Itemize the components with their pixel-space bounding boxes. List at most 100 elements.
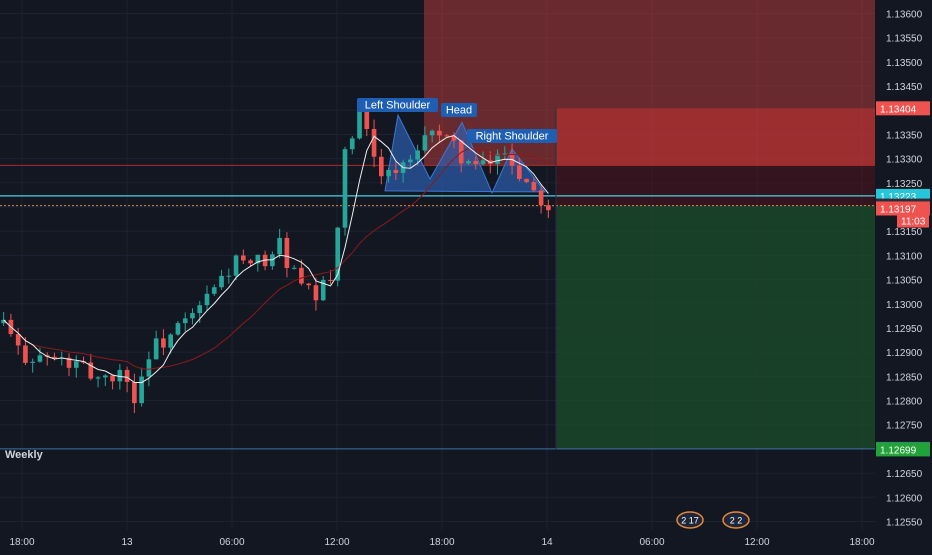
candle-body: [473, 161, 479, 165]
candles-layer: [1, 99, 551, 413]
y-tick-label: 1.12750: [886, 421, 923, 432]
x-tick-label: 12:00: [744, 537, 769, 548]
candle-body: [284, 237, 290, 268]
candle-body: [451, 135, 457, 141]
target-zone: [556, 205, 875, 450]
price-tag: 1.13404: [880, 104, 917, 115]
candle-body: [175, 323, 181, 335]
y-tick-label: 1.12950: [886, 324, 923, 335]
candle-body: [139, 376, 144, 404]
candle-body: [342, 149, 348, 228]
candle-body: [240, 255, 246, 261]
y-tick-label: 1.13300: [886, 155, 923, 166]
annotations-layer[interactable]: Left Shoulder Head Right Shoulder Weekly 2 1…: [5, 98, 750, 529]
candle-body: [248, 260, 253, 264]
y-tick-label: 1.13450: [886, 82, 923, 93]
candle-body: [37, 355, 43, 362]
event-badge-icon[interactable]: [676, 511, 704, 529]
y-tick-label: 1.12900: [886, 348, 923, 359]
left-shoulder-label[interactable]: Left Shoulder: [365, 100, 431, 112]
candle-body: [538, 190, 544, 206]
y-tick-label: 1.12850: [886, 372, 923, 383]
candle-body: [204, 293, 210, 306]
candle-body: [524, 178, 529, 183]
y-tick-label: 1.13350: [886, 130, 923, 141]
head-label[interactable]: Head: [446, 105, 472, 117]
candle-body: [546, 205, 551, 211]
candle-body: [277, 237, 282, 255]
time-axis[interactable]: [0, 530, 932, 550]
candle-body: [190, 313, 195, 319]
candle-body: [378, 156, 384, 177]
candle-body: [219, 275, 224, 288]
y-tick-label: 1.12650: [886, 469, 923, 480]
ma-layer: [3, 134, 549, 384]
candle-body: [255, 254, 261, 264]
price-tag: 1.12699: [880, 445, 917, 456]
candle-body: [233, 255, 239, 276]
candle-body: [117, 369, 123, 382]
y-tick-label: 1.13050: [886, 276, 923, 287]
candle-body: [110, 375, 115, 382]
pattern-layer: [384, 113, 547, 195]
y-tick-label: 1.13550: [886, 34, 923, 45]
candle-body: [146, 359, 152, 377]
y-tick-label: 1.12600: [886, 493, 923, 504]
candle-body: [357, 108, 362, 139]
event-badge-label[interactable]: 2 2: [730, 516, 743, 526]
y-tick-label: 1.12800: [886, 397, 923, 408]
candle-body: [132, 381, 137, 404]
x-tick-label: 12:00: [324, 537, 349, 548]
x-tick-label: 18:00: [9, 537, 34, 548]
candle-body: [502, 153, 508, 155]
candle-body: [429, 130, 435, 136]
candle-body: [320, 279, 326, 301]
y-tick-label: 1.12550: [886, 518, 923, 529]
y-tick-label: 1.13600: [886, 10, 923, 21]
interval-label: Weekly: [5, 449, 44, 461]
x-tick-label: 18:00: [429, 537, 454, 548]
y-tick-label: 1.13150: [886, 227, 923, 238]
right-shoulder-label-bg: [467, 129, 557, 143]
candle-body: [73, 361, 79, 368]
candle-body: [386, 169, 391, 177]
candle-body: [23, 345, 28, 363]
candle-body: [364, 108, 370, 129]
event-badge-icon[interactable]: [722, 511, 750, 529]
price-axis[interactable]: [875, 0, 932, 550]
y-tick-label: 1.13000: [886, 300, 923, 311]
candle-body: [408, 159, 413, 163]
candle-body: [291, 267, 297, 269]
event-badge-label[interactable]: 2 17: [681, 516, 699, 526]
candle-body: [95, 377, 101, 379]
candle-body: [437, 130, 442, 136]
candle-body: [182, 318, 188, 324]
x-tick-label: 06:00: [639, 537, 664, 548]
right-shoulder-label[interactable]: Right Shoulder: [476, 131, 549, 143]
candle-body: [393, 169, 399, 173]
candle-body: [30, 361, 36, 363]
candle-body: [349, 138, 355, 150]
y-tick-label: 1.13250: [886, 179, 923, 190]
candle-body: [480, 160, 486, 165]
candle-body: [495, 153, 500, 164]
candle-body: [226, 275, 232, 277]
price-tag: 11:03: [901, 217, 926, 228]
stop-zone-inner: [556, 108, 875, 166]
candle-body: [516, 165, 522, 179]
fast-moving-average: [3, 134, 549, 384]
candle-body: [306, 283, 312, 286]
candle-body: [444, 135, 450, 137]
x-tick-label: 14: [541, 537, 553, 548]
candle-body: [88, 362, 94, 379]
stop-zone-lower: [556, 165, 875, 206]
x-tick-label: 06:00: [219, 537, 244, 548]
candle-body: [102, 375, 108, 378]
candle-body: [124, 369, 130, 382]
candle-body: [153, 338, 159, 360]
candle-body: [313, 285, 319, 301]
candle-body: [52, 356, 57, 359]
